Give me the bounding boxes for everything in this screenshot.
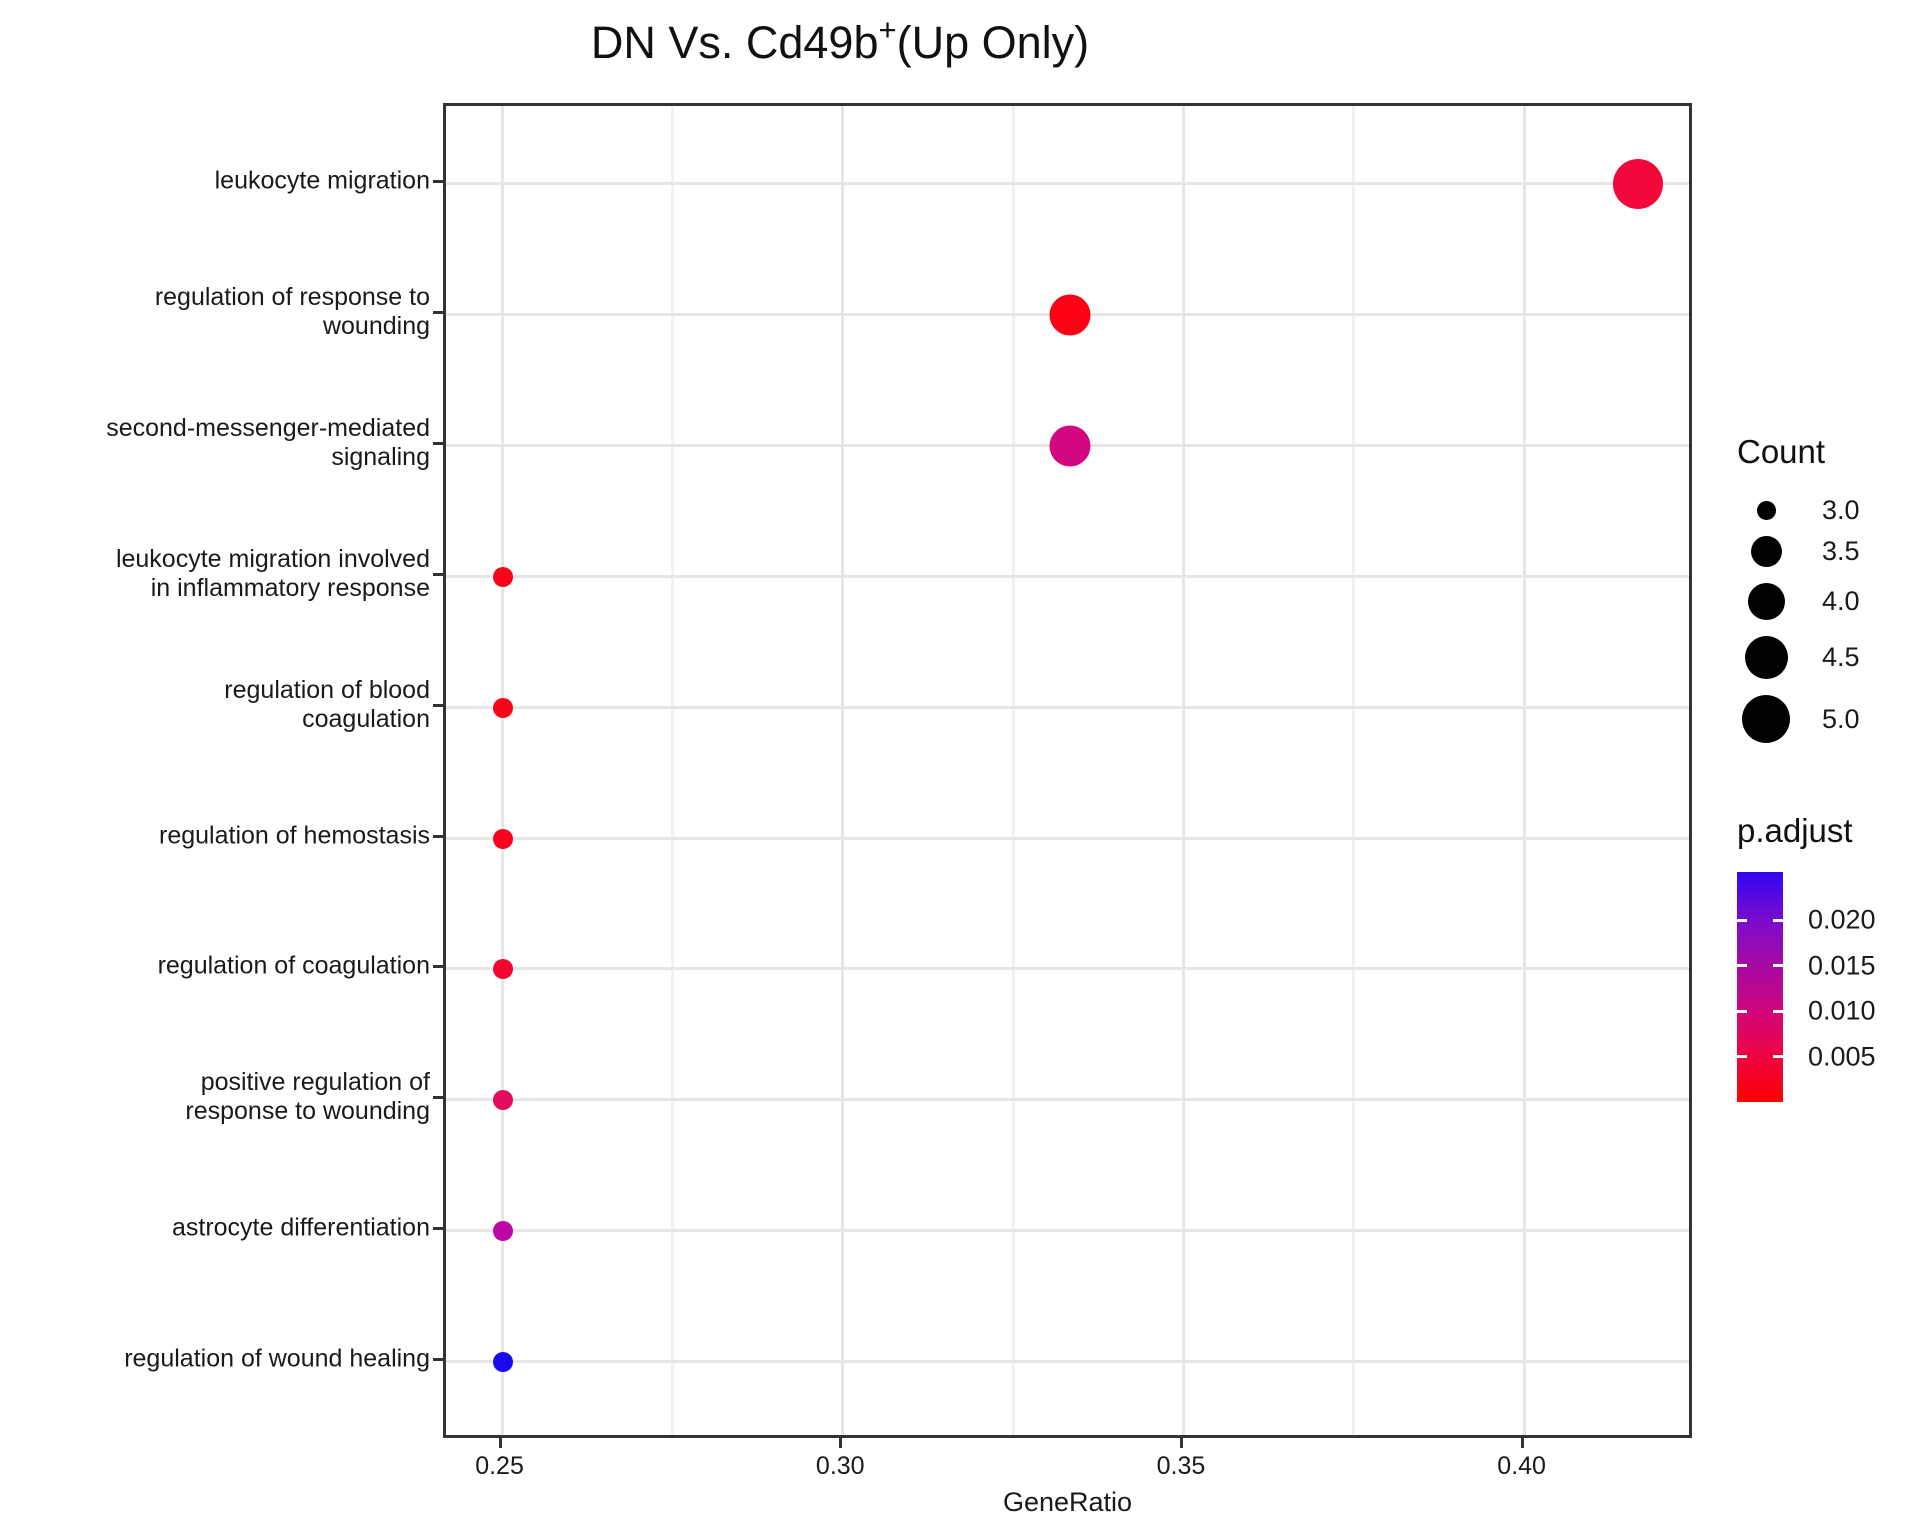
y-axis-tick (433, 965, 443, 969)
count-legend-key (1737, 501, 1795, 520)
y-axis-tick (433, 1096, 443, 1100)
chart-title-superscript: + (878, 12, 897, 47)
count-legend-dot (1756, 501, 1776, 520)
y-axis-label: positive regulation of response to woundi… (185, 1068, 430, 1126)
y-axis-tick (433, 441, 443, 445)
chart-title-suffix: (Up Only) (896, 17, 1090, 68)
count-legend-label: 3.0 (1822, 495, 1860, 525)
y-axis-label: regulation of blood coagulation (224, 675, 430, 733)
padjust-tick-right (1773, 1009, 1783, 1013)
x-axis-tick (1179, 1438, 1183, 1448)
padjust-tick-label: 0.015 (1808, 950, 1876, 981)
data-point (492, 959, 513, 980)
data-point (492, 1090, 513, 1111)
chart-title: DN Vs. Cd49b+(Up Only) (0, 12, 1680, 69)
padjust-tick-label: 0.020 (1808, 904, 1876, 935)
y-axis-tick (433, 834, 443, 838)
count-legend-dot (1742, 695, 1790, 743)
count-legend-key (1737, 695, 1795, 743)
x-axis-title: GeneRatio (1002, 1487, 1133, 1517)
y-axis-label: second-messenger-mediated signaling (106, 413, 430, 471)
y-axis-tick (433, 703, 443, 707)
y-axis-tick (433, 180, 443, 183)
data-point (492, 697, 513, 718)
y-axis-label: regulation of hemostasis (159, 821, 430, 849)
data-point (1049, 294, 1091, 336)
padjust-legend-title: p.adjust (1737, 812, 1853, 849)
count-legend-dot (1750, 536, 1782, 567)
major-gridline-y (446, 1360, 1689, 1364)
y-axis-label: leukocyte migration (214, 166, 430, 195)
count-legend-item: 4.5 (1737, 628, 1920, 687)
minor-gridline-x (1011, 106, 1015, 1435)
major-gridline-y (446, 574, 1689, 578)
data-point (492, 828, 513, 849)
padjust-tick-label: 0.010 (1808, 995, 1876, 1026)
padjust-tick-label: 0.005 (1808, 1041, 1876, 1072)
count-legend-title: Count (1737, 433, 1826, 470)
padjust-tick-left (1737, 964, 1747, 968)
padjust-tick-left (1737, 918, 1747, 922)
x-tick-label: 0.30 (815, 1452, 865, 1480)
count-legend-label: 4.0 (1822, 586, 1860, 616)
padjust-tick-left (1737, 1055, 1747, 1059)
y-axis-tick (433, 572, 443, 576)
count-legend-label: 5.0 (1822, 703, 1860, 734)
y-axis-label: regulation of coagulation (157, 951, 430, 980)
major-gridline-y (446, 1098, 1689, 1102)
count-legend-item: 4.0 (1737, 575, 1920, 628)
count-legend-label: 4.5 (1822, 642, 1860, 672)
x-tick-label: 0.40 (1497, 1452, 1546, 1480)
count-legend-items: 3.0 3.5 4.0 4.5 5.0 (1737, 493, 1920, 751)
major-gridline-y (446, 1229, 1689, 1233)
major-gridline-x (1522, 106, 1526, 1435)
padjust-legend: p.adjust 0.020 0.015 0.010 0.005 (1737, 812, 1920, 1102)
count-legend-dot (1747, 583, 1785, 620)
minor-gridline-x (1352, 106, 1356, 1435)
count-legend-dot (1744, 636, 1788, 679)
x-axis-tick (1520, 1438, 1524, 1448)
padjust-colorbar-wrap: 0.020 0.015 0.010 0.005 (1737, 872, 1920, 1102)
count-legend-item: 3.0 (1737, 493, 1920, 528)
y-axis-label: leukocyte migration involved in inflammat… (115, 544, 430, 602)
y-axis-tick (433, 1358, 443, 1362)
major-gridline-y (446, 182, 1689, 185)
data-point (1049, 425, 1091, 467)
count-legend: Count 3.0 3.5 4.0 4.5 5.0 (1737, 433, 1920, 751)
count-legend-key (1737, 536, 1795, 567)
padjust-colorbar (1737, 872, 1783, 1102)
count-legend-item: 3.5 (1737, 528, 1920, 575)
count-legend-item: 5.0 (1737, 687, 1920, 751)
y-axis-tick (433, 1227, 443, 1231)
padjust-tick-right (1773, 964, 1783, 968)
x-tick-label: 0.25 (475, 1452, 524, 1480)
x-axis-tick (498, 1438, 502, 1448)
major-gridline-y (446, 705, 1689, 709)
major-gridline-x (841, 106, 845, 1435)
y-axis-label: regulation of wound healing (124, 1344, 430, 1373)
minor-gridline-x (670, 106, 674, 1435)
x-axis-tick (839, 1438, 843, 1448)
major-gridline-x (1181, 106, 1185, 1435)
count-legend-label: 3.5 (1822, 536, 1860, 566)
major-gridline-y (446, 836, 1689, 840)
y-axis-label: regulation of response to wounding (154, 282, 430, 340)
data-point (492, 1352, 513, 1373)
padjust-tick-left (1737, 1009, 1747, 1013)
data-point (492, 566, 513, 587)
padjust-tick-right (1773, 918, 1783, 922)
x-tick-label: 0.35 (1156, 1452, 1206, 1480)
padjust-tick-right (1773, 1055, 1783, 1059)
chart-title-text: DN Vs. Cd49b (590, 17, 879, 68)
count-legend-key (1737, 636, 1795, 679)
plot-panel (443, 103, 1692, 1438)
data-point (492, 1221, 513, 1242)
count-legend-key (1737, 583, 1795, 620)
major-gridline-y (446, 967, 1689, 971)
data-point (1613, 159, 1664, 209)
y-axis-label: astrocyte differentiation (171, 1213, 430, 1242)
y-axis-tick (433, 310, 443, 314)
major-gridline-x (500, 106, 504, 1435)
